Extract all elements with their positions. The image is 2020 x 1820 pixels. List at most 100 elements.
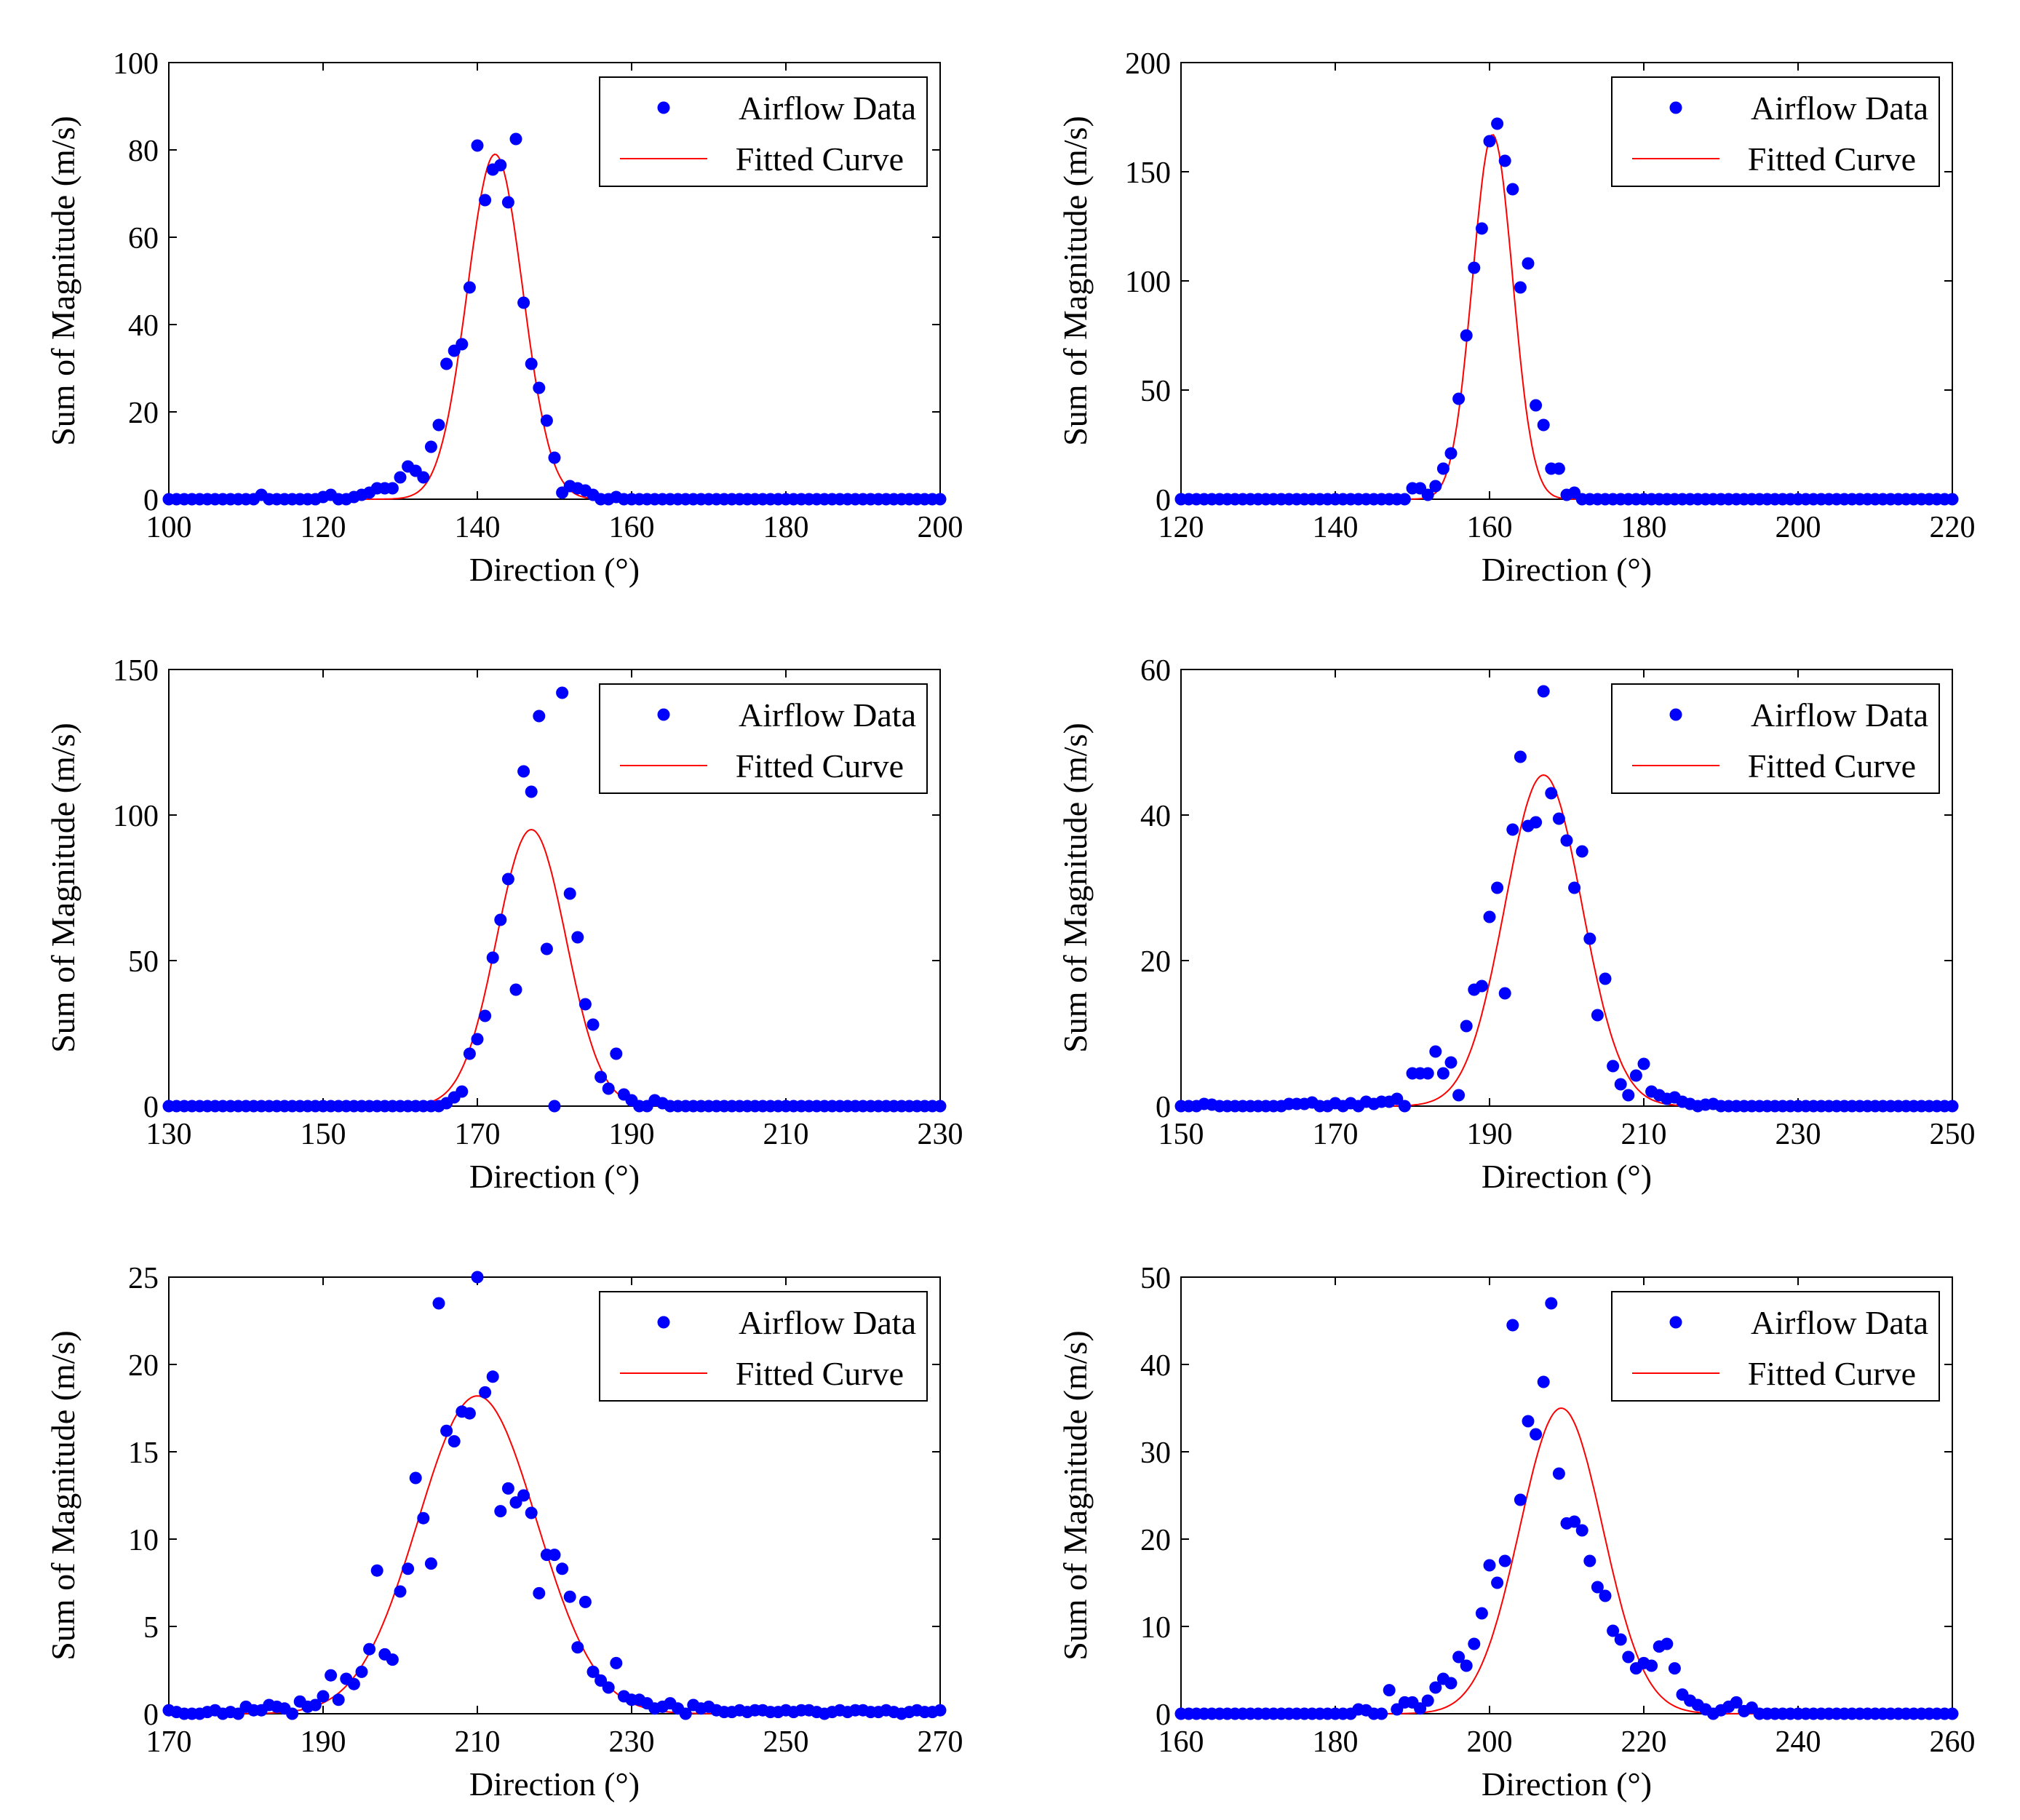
data-point <box>1730 1696 1743 1709</box>
data-point <box>409 1471 422 1485</box>
data-point <box>517 296 530 309</box>
x-tick-label: 160 <box>1467 511 1513 544</box>
data-point <box>1661 1637 1674 1650</box>
data-point <box>1398 493 1411 506</box>
data-point <box>1483 910 1496 923</box>
x-axis-label: Direction (°) <box>1482 1765 1652 1803</box>
data-point <box>456 338 469 351</box>
y-tick-label: 150 <box>1125 156 1171 190</box>
y-tick-label: 10 <box>128 1524 159 1557</box>
x-tick-label: 170 <box>146 1725 192 1759</box>
data-point <box>1506 1319 1519 1332</box>
x-axis-label: Direction (°) <box>469 1765 640 1803</box>
chart-4: 150 170 190 210 230 250 0 20 40 60 Direction (°) Su… <box>1057 654 1976 1195</box>
data-point <box>1537 685 1550 698</box>
x-tick-label: 230 <box>1776 1118 1821 1151</box>
legend-box <box>599 1291 928 1402</box>
data-point <box>501 1482 514 1495</box>
data-point <box>1568 881 1581 894</box>
y-tick-label: 200 <box>1125 47 1171 81</box>
data-point <box>1498 154 1511 167</box>
data-point <box>1491 117 1504 130</box>
data-point <box>494 913 507 926</box>
data-point <box>1599 972 1612 985</box>
data-point <box>432 418 445 432</box>
y-tick-label: 100 <box>113 800 159 833</box>
data-point <box>525 357 538 370</box>
data-point <box>440 357 453 370</box>
data-point <box>1468 261 1481 274</box>
data-point <box>1637 1057 1650 1070</box>
y-tick-label: 60 <box>1140 654 1171 688</box>
data-point <box>471 1033 484 1046</box>
x-tick-label: 180 <box>1621 511 1667 544</box>
data-point <box>317 1690 330 1703</box>
chart-2: 120 140 160 180 200 220 0 50 100 150 200 Direction … <box>1057 47 1976 588</box>
data-point <box>486 951 499 964</box>
data-point <box>1614 1078 1627 1091</box>
data-point <box>578 998 592 1011</box>
legend-label-data: Airflow Data <box>1751 1304 1928 1341</box>
data-point <box>1629 1069 1642 1082</box>
data-point <box>610 1047 623 1060</box>
x-tick-label: 180 <box>763 511 809 544</box>
data-point <box>517 765 530 778</box>
data-point <box>1506 823 1519 836</box>
data-point <box>1560 834 1573 847</box>
data-point <box>525 1506 538 1519</box>
y-tick-label: 80 <box>128 135 159 168</box>
x-tick-label: 200 <box>1467 1725 1513 1759</box>
legend-label-fit: Fitted Curve <box>736 140 904 178</box>
data-point <box>571 1641 584 1654</box>
legend-label-fit: Fitted Curve <box>736 747 904 784</box>
data-point <box>1522 1415 1535 1428</box>
data-point <box>1668 1662 1681 1675</box>
data-point <box>463 281 476 294</box>
data-point <box>1622 1650 1635 1664</box>
data-point <box>1591 1581 1604 1594</box>
data-point <box>1946 493 1959 506</box>
y-tick-label: 20 <box>1140 1524 1171 1557</box>
data-point <box>578 1595 592 1608</box>
data-point <box>424 440 437 453</box>
legend-label-fit: Fitted Curve <box>1748 747 1916 784</box>
x-tick-label: 120 <box>301 511 346 544</box>
y-tick-label: 50 <box>1140 1262 1171 1295</box>
x-axis-label: Direction (°) <box>1482 1158 1652 1195</box>
legend-label-data: Airflow Data <box>1751 90 1928 127</box>
legend-marker-data <box>1669 101 1682 114</box>
data-point <box>1375 1707 1388 1720</box>
data-point <box>463 1407 476 1420</box>
x-tick-label: 260 <box>1930 1725 1976 1759</box>
data-point <box>1530 1428 1543 1441</box>
y-tick-label: 0 <box>143 484 159 517</box>
x-tick-label: 190 <box>301 1725 346 1759</box>
x-tick-label: 150 <box>1158 1118 1204 1151</box>
legend-box <box>1611 683 1940 794</box>
y-tick-label: 40 <box>128 309 159 343</box>
x-tick-label: 140 <box>455 511 501 544</box>
chart-1: 100 120 140 160 180 200 0 20 40 60 80 100 Direction … <box>44 47 963 588</box>
data-point <box>386 482 399 495</box>
data-point <box>1545 1297 1558 1310</box>
chart-3: 130 150 170 190 210 230 0 50 100 150 Direction (°)… <box>44 654 963 1195</box>
data-point <box>602 1082 615 1095</box>
data-point <box>1452 1650 1466 1664</box>
data-point <box>548 451 561 464</box>
data-point <box>1583 1554 1596 1567</box>
data-point <box>1552 1467 1565 1480</box>
y-tick-label: 5 <box>143 1611 159 1645</box>
data-point <box>1436 1067 1450 1080</box>
data-point <box>1475 222 1488 235</box>
y-tick-label: 50 <box>1140 375 1171 408</box>
y-axis-label: Sum of Magnitude (m/s) <box>1057 1330 1094 1661</box>
data-point <box>471 1271 484 1284</box>
data-point <box>533 381 546 394</box>
y-tick-label: 0 <box>1156 1698 1171 1732</box>
data-point <box>1514 750 1527 763</box>
y-tick-label: 20 <box>1140 945 1171 979</box>
data-point <box>386 1653 399 1666</box>
data-point <box>501 196 514 209</box>
data-point <box>417 1511 430 1525</box>
data-point <box>325 1669 338 1682</box>
